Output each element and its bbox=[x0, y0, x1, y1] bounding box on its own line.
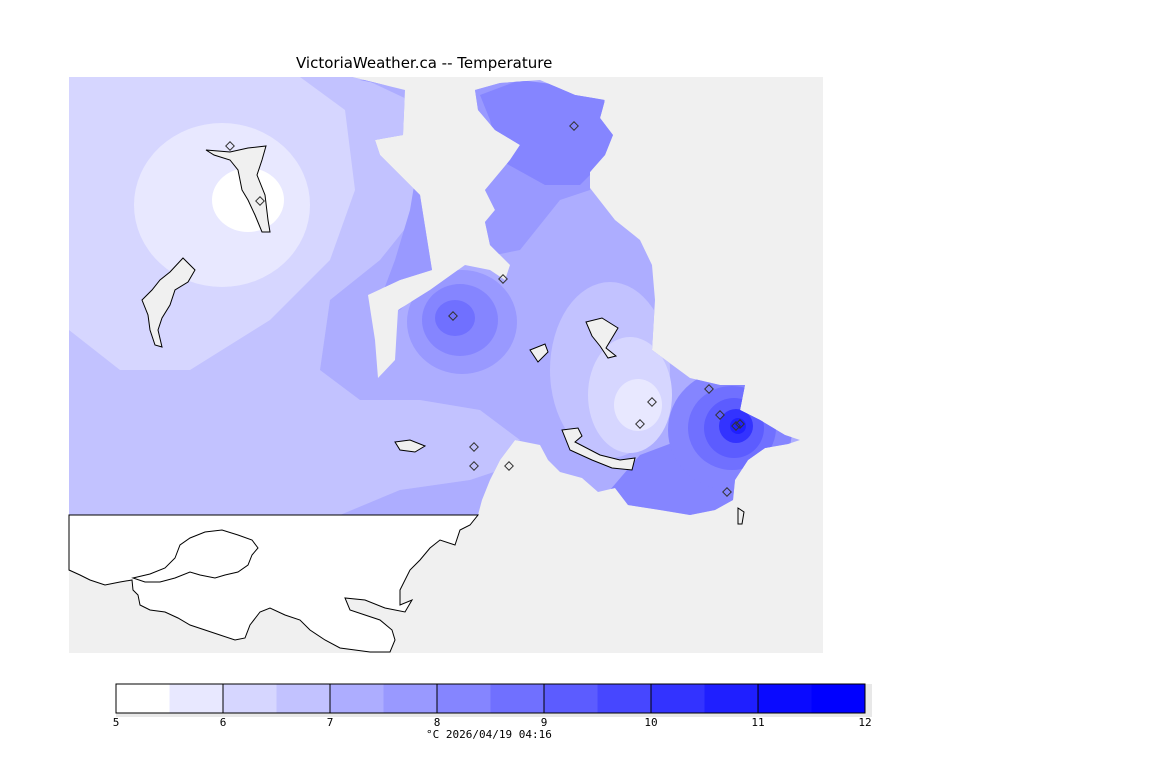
legend-band bbox=[223, 684, 277, 713]
legend-band bbox=[704, 684, 759, 713]
legend-band bbox=[490, 684, 545, 713]
legend-band bbox=[597, 684, 652, 713]
station-marker bbox=[731, 421, 741, 431]
temperature-field bbox=[69, 77, 800, 515]
station-marker bbox=[498, 274, 508, 284]
legend-frame bbox=[115, 683, 866, 714]
legend-tick-label: 11 bbox=[751, 716, 765, 729]
legend-band bbox=[651, 684, 705, 713]
station-marker bbox=[722, 487, 732, 497]
legend-band bbox=[811, 684, 866, 713]
station-marker bbox=[647, 397, 657, 407]
station-marker bbox=[715, 410, 725, 420]
legend-band bbox=[330, 684, 384, 713]
station-marker bbox=[735, 419, 745, 429]
station-marker bbox=[635, 419, 645, 429]
legend-tick-label: 8 bbox=[433, 716, 441, 729]
color-legend bbox=[115, 683, 872, 717]
coastline bbox=[68, 145, 745, 653]
station-marker bbox=[255, 196, 265, 206]
chart-title: VictoriaWeather.ca -- Temperature bbox=[296, 54, 553, 72]
weather-stations bbox=[225, 121, 745, 497]
legend-band bbox=[437, 684, 491, 713]
station-marker bbox=[504, 461, 514, 471]
legend-tick-label: 12 bbox=[858, 716, 872, 729]
legend-band bbox=[276, 684, 331, 713]
station-marker bbox=[225, 141, 235, 151]
legend-tick-label: 5 bbox=[112, 716, 120, 729]
legend-caption: °C 2026/04/19 04:16 bbox=[426, 728, 552, 741]
legend-tick-label: 9 bbox=[540, 716, 548, 729]
legend-band bbox=[544, 684, 598, 713]
station-marker bbox=[448, 311, 458, 321]
station-marker bbox=[469, 442, 479, 452]
legend-band bbox=[169, 684, 224, 713]
legend-band bbox=[758, 684, 812, 713]
station-marker bbox=[469, 461, 479, 471]
legend-band bbox=[116, 684, 170, 713]
legend-tick-label: 7 bbox=[326, 716, 334, 729]
legend-band bbox=[383, 684, 438, 713]
station-marker bbox=[704, 384, 714, 394]
legend-tick-label: 10 bbox=[644, 716, 658, 729]
legend-tick-label: 6 bbox=[219, 716, 227, 729]
station-marker bbox=[569, 121, 579, 131]
